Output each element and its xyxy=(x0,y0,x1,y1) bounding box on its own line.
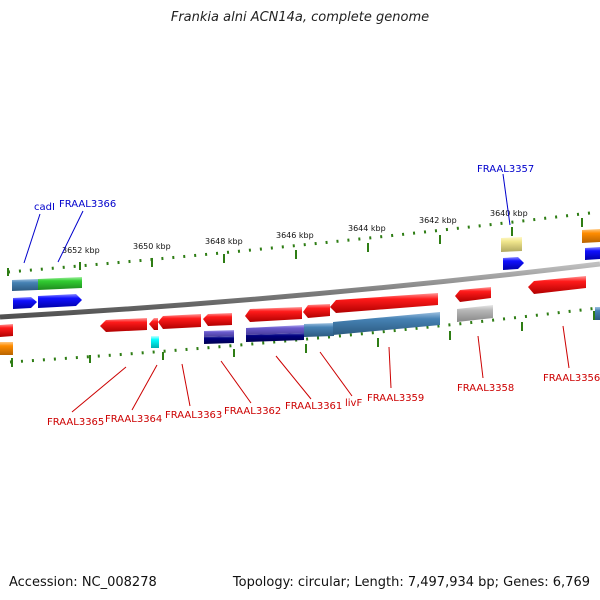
top-leader-lines xyxy=(23,173,511,264)
tick-label: 3652 kbp xyxy=(62,246,100,255)
gene-label-fraal3359[interactable]: FRAAL3359 xyxy=(367,393,424,404)
genome-summary-text: Topology: circular; Length: 7,497,934 bp… xyxy=(232,575,590,590)
genome-backbone xyxy=(0,261,600,320)
fraal3365-cds-arrow[interactable] xyxy=(100,318,147,332)
fraal3357-gene-bar[interactable] xyxy=(501,237,522,252)
fraal3361-gene-bar-2[interactable] xyxy=(246,333,304,342)
accession-text: Accession: NC_008278 xyxy=(9,575,157,590)
gene-label-fraal3356[interactable]: FRAAL3356 xyxy=(543,373,600,384)
fraal3362-cds-arrow[interactable] xyxy=(203,313,232,326)
fraal3364-cds-arrow[interactable] xyxy=(149,318,158,330)
major-ticks xyxy=(7,218,595,367)
reverse-features xyxy=(0,276,600,355)
gene-label-fraal3364[interactable]: FRAAL3364 xyxy=(105,414,162,425)
gene-label-fraal3363[interactable]: FRAAL3363 xyxy=(165,410,222,421)
fraal3356-cds-arrow[interactable] xyxy=(528,276,586,294)
inner-tick-ring xyxy=(9,306,599,364)
tick-label: 3648 kbp xyxy=(205,237,243,246)
tick-label: 3646 kbp xyxy=(276,231,314,240)
livf-cds-arrow[interactable] xyxy=(303,304,330,318)
bottom-leader-lines xyxy=(71,325,570,413)
fraal3359-cds-arrow[interactable] xyxy=(330,293,438,313)
fraal3366-gene-bar[interactable] xyxy=(38,277,82,290)
gene-label-cadi[interactable]: cadI xyxy=(34,202,55,213)
fraal3358-gene-bar[interactable] xyxy=(457,305,493,322)
fraal3364-gene-bar[interactable] xyxy=(151,336,159,348)
gene-label-fraal3358[interactable]: FRAAL3358 xyxy=(457,383,514,394)
livf-gene-bar[interactable] xyxy=(304,323,334,337)
map-title: Frankia alni ACN14a, complete genome xyxy=(170,10,430,25)
tick-label: 3642 kbp xyxy=(419,216,457,225)
gene-label-fraal3361[interactable]: FRAAL3361 xyxy=(285,401,342,412)
fraal3363-cds-arrow[interactable] xyxy=(158,314,201,329)
edge-cds-arrow[interactable] xyxy=(585,247,600,260)
cadi-cds-arrow[interactable] xyxy=(13,297,37,309)
fraal3366-cds-arrow[interactable] xyxy=(38,294,82,308)
gene-label-fraal3366[interactable]: FRAAL3366 xyxy=(59,199,116,210)
gene-label-livf[interactable]: livF xyxy=(345,398,362,409)
cadi-gene-bar[interactable] xyxy=(12,279,38,291)
fraal3359-gene-bar[interactable] xyxy=(333,312,440,335)
forward-features xyxy=(12,229,600,309)
left-edge-gene-bar[interactable] xyxy=(0,342,13,355)
gene-label-fraal3357[interactable]: FRAAL3357 xyxy=(477,164,534,175)
gene-label-fraal3365[interactable]: FRAAL3365 xyxy=(47,417,104,428)
gene-label-fraal3362[interactable]: FRAAL3362 xyxy=(224,406,281,417)
tick-label: 3650 kbp xyxy=(133,242,171,251)
fraal3361-cds-arrow[interactable] xyxy=(245,307,302,322)
fraal3357-cds-arrow[interactable] xyxy=(503,257,524,270)
left-edge-cds-arrow[interactable] xyxy=(0,324,13,337)
edge-gene-bar[interactable] xyxy=(582,229,600,243)
fraal3362-gene-bar[interactable] xyxy=(204,330,234,337)
tick-label: 3644 kbp xyxy=(348,224,386,233)
fraal3362-gene-bar-2[interactable] xyxy=(204,336,234,344)
far-edge-gene-bar[interactable] xyxy=(595,307,600,320)
fraal3358-cds-arrow[interactable] xyxy=(455,287,491,302)
fraal3361-gene-bar[interactable] xyxy=(246,325,304,335)
